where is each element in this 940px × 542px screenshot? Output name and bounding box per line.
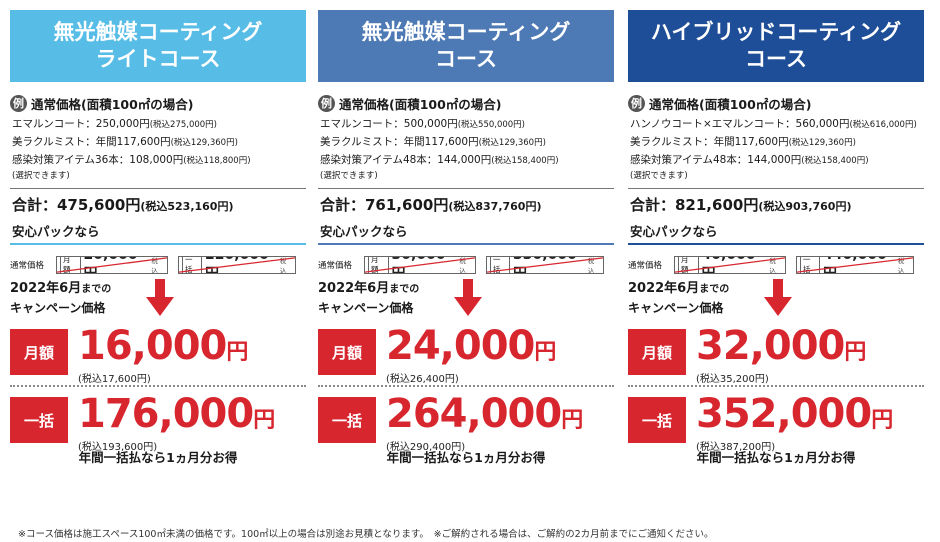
breakdown-line: 美ラクルミスト：年間117,600円(税込129,360円) bbox=[630, 136, 856, 148]
regular-lump-price: 一括 220,000円 税込 bbox=[178, 256, 296, 274]
strikethrough-line bbox=[487, 257, 603, 273]
monthly-price: 16,000円 bbox=[78, 323, 249, 369]
course-title: 無光触媒コーティング ライトコース bbox=[10, 10, 306, 82]
strikethrough-line bbox=[365, 257, 475, 273]
pack-divider bbox=[628, 243, 924, 245]
regular-lump-price: 一括 440,000円 税込 bbox=[796, 256, 914, 274]
course-column-hybrid: ハイブリッドコーティング コース 例 通常価格(面積100㎡の場合) ハンノウコ… bbox=[628, 10, 924, 520]
lump-badge: 一括 bbox=[318, 397, 376, 443]
breakdown-line: 感染対策アイテム48本：144,000円(税込158,400円) bbox=[630, 154, 869, 166]
campaign-label: 2022年6月までの キャンペーン価格 bbox=[318, 279, 614, 319]
monthly-price: 32,000円 bbox=[696, 323, 867, 369]
example-badge: 例 bbox=[10, 94, 27, 112]
monthly-price: 24,000円 bbox=[386, 323, 557, 369]
price-breakdown: ハンノウコート×エマルンコート：560,000円(税込616,000円) 美ラク… bbox=[628, 116, 924, 182]
regular-label: 通常価格 bbox=[10, 261, 45, 271]
campaign-monthly: 月額 32,000円 (税込35,200円) bbox=[628, 323, 924, 385]
total-price: 合計：821,600円(税込903,760円) bbox=[630, 196, 852, 214]
regular-price-row: 通常価格 月額 40,000円 税込 一括 440,000円 税込 bbox=[628, 255, 924, 275]
campaign-label: 2022年6月までの キャンペーン価格 bbox=[10, 279, 306, 319]
regular-price-row: 通常価格 月額 30,000円 税込 一括 330,000円 税込 bbox=[318, 255, 614, 275]
example-header: 例 通常価格(面積100㎡の場合) bbox=[10, 94, 306, 112]
course-title: 無光触媒コーティング コース bbox=[318, 10, 614, 82]
campaign-lump: 一括 264,000円 (税込290,400円) bbox=[318, 391, 614, 453]
down-arrow-icon bbox=[454, 279, 482, 316]
course-column-standard: 無光触媒コーティング コース 例 通常価格(面積100㎡の場合) エマルンコート… bbox=[318, 10, 614, 520]
lump-price: 352,000円 bbox=[696, 391, 894, 437]
regular-label: 通常価格 bbox=[318, 261, 353, 271]
campaign-monthly: 月額 16,000円 (税込17,600円) bbox=[10, 323, 306, 385]
pack-label: 安心パックなら bbox=[630, 224, 718, 239]
lump-badge: 一括 bbox=[628, 397, 686, 443]
breakdown-line: 美ラクルミスト：年間117,600円(税込129,360円) bbox=[320, 136, 546, 148]
campaign-label: 2022年6月までの キャンペーン価格 bbox=[628, 279, 924, 319]
example-badge: 例 bbox=[318, 94, 335, 112]
breakdown-line: 感染対策アイテム36本：108,000円(税込118,800円) bbox=[12, 154, 251, 166]
dotted-divider bbox=[318, 385, 614, 387]
bonus-note: 年間一括払なら1ヵ月分お得 bbox=[696, 450, 856, 465]
course-title: ハイブリッドコーティング コース bbox=[628, 10, 924, 82]
divider bbox=[628, 188, 924, 189]
selectable-note: (選択できます) bbox=[12, 171, 70, 181]
footer-note: ※コース価格は施工スペース100㎡未満の価格です。100㎡以上の場合は別途お見積… bbox=[18, 529, 714, 540]
campaign-lump: 一括 352,000円 (税込387,200円) bbox=[628, 391, 924, 453]
monthly-badge: 月額 bbox=[318, 329, 376, 375]
lump-tax: (税込387,200円) bbox=[696, 442, 776, 453]
pack-divider bbox=[10, 243, 306, 245]
pack-label: 安心パックなら bbox=[12, 224, 100, 239]
course-column-light: 無光触媒コーティング ライトコース 例 通常価格(面積100㎡の場合) エマルン… bbox=[10, 10, 306, 520]
total-price: 合計：475,600円(税込523,160円) bbox=[12, 196, 234, 214]
breakdown-line: エマルンコート：500,000円(税込550,000円) bbox=[320, 118, 526, 130]
divider bbox=[10, 188, 306, 189]
breakdown-line: ハンノウコート×エマルンコート：560,000円(税込616,000円) bbox=[630, 118, 917, 130]
strikethrough-line bbox=[675, 257, 785, 273]
dotted-divider bbox=[628, 385, 924, 387]
divider bbox=[318, 188, 614, 189]
bonus-note: 年間一括払なら1ヵ月分お得 bbox=[386, 450, 546, 465]
campaign-monthly: 月額 24,000円 (税込26,400円) bbox=[318, 323, 614, 385]
regular-monthly-price: 月額 20,000円 税込 bbox=[56, 256, 168, 274]
down-arrow-icon bbox=[146, 279, 174, 316]
breakdown-line: エマルンコート：250,000円(税込275,000円) bbox=[12, 118, 218, 130]
monthly-badge: 月額 bbox=[10, 329, 68, 375]
regular-monthly-price: 月額 30,000円 税込 bbox=[364, 256, 476, 274]
total-price: 合計：761,600円(税込837,760円) bbox=[320, 196, 542, 214]
pack-divider bbox=[318, 243, 614, 245]
example-label: 通常価格(面積100㎡の場合) bbox=[649, 96, 812, 112]
strikethrough-line bbox=[57, 257, 167, 273]
example-label: 通常価格(面積100㎡の場合) bbox=[339, 96, 502, 112]
lump-tax: (税込290,400円) bbox=[386, 442, 466, 453]
monthly-tax: (税込26,400円) bbox=[386, 374, 459, 385]
regular-monthly-price: 月額 40,000円 税込 bbox=[674, 256, 786, 274]
selectable-note: (選択できます) bbox=[630, 171, 688, 181]
monthly-badge: 月額 bbox=[628, 329, 686, 375]
pack-label: 安心パックなら bbox=[320, 224, 408, 239]
campaign-lump: 一括 176,000円 (税込193,600円) bbox=[10, 391, 306, 453]
example-label: 通常価格(面積100㎡の場合) bbox=[31, 96, 194, 112]
regular-price-row: 通常価格 月額 20,000円 税込 一括 220,000円 税込 bbox=[10, 255, 306, 275]
down-arrow-icon bbox=[764, 279, 792, 316]
lump-tax: (税込193,600円) bbox=[78, 442, 158, 453]
dotted-divider bbox=[10, 385, 306, 387]
example-badge: 例 bbox=[628, 94, 645, 112]
regular-lump-price: 一括 330,000円 税込 bbox=[486, 256, 604, 274]
monthly-tax: (税込35,200円) bbox=[696, 374, 769, 385]
strikethrough-line bbox=[797, 257, 913, 273]
monthly-tax: (税込17,600円) bbox=[78, 374, 151, 385]
lump-badge: 一括 bbox=[10, 397, 68, 443]
bonus-note: 年間一括払なら1ヵ月分お得 bbox=[78, 450, 238, 465]
example-header: 例 通常価格(面積100㎡の場合) bbox=[628, 94, 924, 112]
lump-price: 264,000円 bbox=[386, 391, 584, 437]
lump-price: 176,000円 bbox=[78, 391, 276, 437]
strikethrough-line bbox=[179, 257, 295, 273]
example-header: 例 通常価格(面積100㎡の場合) bbox=[318, 94, 614, 112]
selectable-note: (選択できます) bbox=[320, 171, 378, 181]
regular-label: 通常価格 bbox=[628, 261, 663, 271]
price-breakdown: エマルンコート：250,000円(税込275,000円) 美ラクルミスト：年間1… bbox=[10, 116, 306, 182]
breakdown-line: 美ラクルミスト：年間117,600円(税込129,360円) bbox=[12, 136, 238, 148]
price-breakdown: エマルンコート：500,000円(税込550,000円) 美ラクルミスト：年間1… bbox=[318, 116, 614, 182]
breakdown-line: 感染対策アイテム48本：144,000円(税込158,400円) bbox=[320, 154, 559, 166]
